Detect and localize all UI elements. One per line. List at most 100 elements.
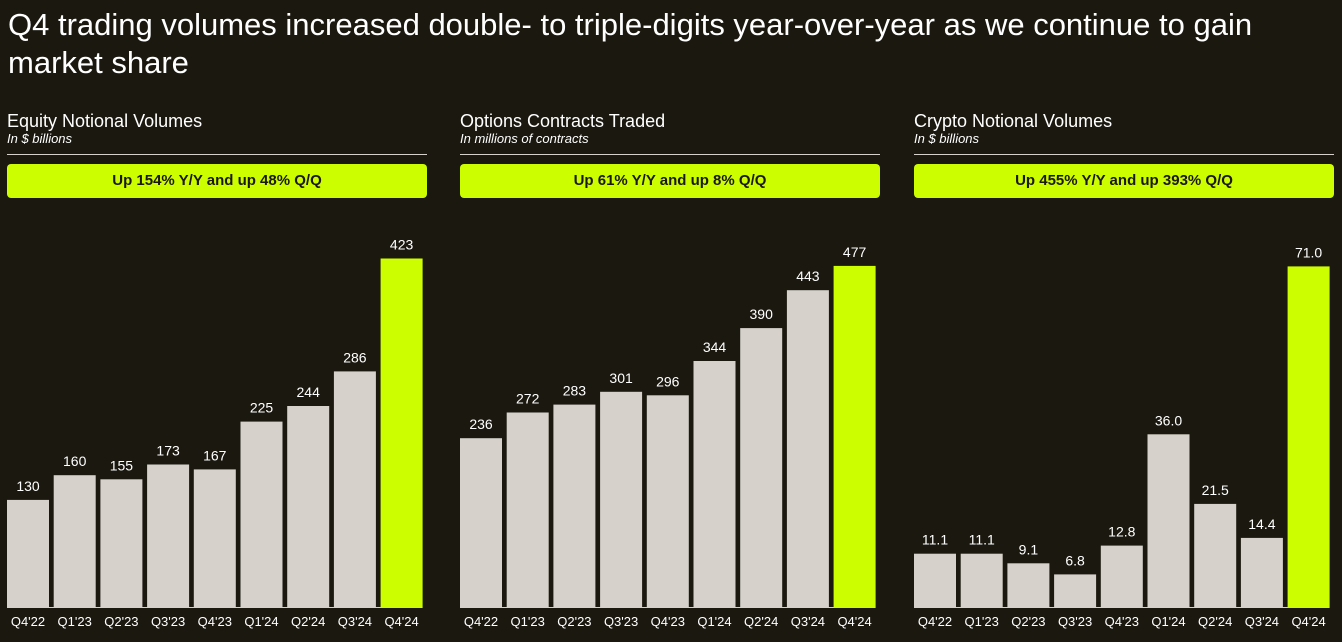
bar-q1-24 [240,421,283,607]
bar-q3-24 [1240,537,1283,607]
bar-q4-24 [1287,266,1330,607]
chart-subtitle: In $ billions [7,131,73,146]
equity-volumes-panel: Equity Notional Volumes In $ billions Up… [7,110,427,642]
crypto-bar-chart: 11.1 Q4'22 11.1 Q1'23 9.1 Q2'23 6.8 Q3'23 12.8 Q4… [914,244,1330,629]
bar-q3-23 [1054,574,1097,607]
bar-q2-24 [287,406,330,607]
x-tick-label: Q2'23 [104,614,138,629]
bar-q3-24 [333,371,376,607]
data-label: 283 [563,383,587,399]
chart-subtitle: In millions of contracts [460,131,589,146]
growth-badge: Up 455% Y/Y and up 393% Q/Q [914,164,1334,198]
x-tick-label: Q4'23 [1105,614,1139,629]
x-tick-label: Q3'24 [791,614,825,629]
bar-q4-23 [193,469,236,607]
divider [460,154,880,155]
x-tick-label: Q2'23 [1011,614,1045,629]
x-tick-label: Q2'24 [1198,614,1232,629]
bar-q1-24 [693,361,736,607]
x-tick-label: Q1'23 [511,614,545,629]
data-label: 36.0 [1155,412,1182,428]
bar-q4-22 [914,553,956,607]
crypto-volumes-panel: Crypto Notional Volumes In $ billions Up… [914,110,1334,642]
options-contracts-panel: Options Contracts Traded In millions of … [460,110,880,642]
page-title: Q4 trading volumes increased double- to … [8,7,1253,80]
x-tick-label: Q4'24 [837,614,871,629]
data-label: 9.1 [1019,541,1039,557]
data-label: 286 [343,349,367,365]
bar-q2-24 [1194,503,1237,607]
data-label: 443 [796,268,820,284]
data-label: 11.1 [969,532,995,548]
data-label: 225 [250,400,274,416]
x-tick-label: Q4'23 [198,614,232,629]
bar-q1-23 [960,553,1003,607]
data-label: 173 [156,443,180,459]
data-label: 296 [656,373,680,389]
data-label: 390 [750,306,774,322]
bar-q3-24 [786,290,829,607]
data-label: 21.5 [1202,482,1229,498]
data-label: 155 [110,457,134,473]
bar-q4-24 [833,265,876,607]
bar-q2-23 [1007,563,1050,607]
x-tick-label: Q1'24 [1151,614,1185,629]
x-tick-label: Q1'23 [965,614,999,629]
x-tick-label: Q4'22 [11,614,45,629]
x-tick-label: Q4'24 [384,614,418,629]
data-label: 272 [516,391,540,407]
data-label: 167 [203,447,227,463]
x-tick-label: Q4'23 [651,614,685,629]
bar-q4-23 [1100,545,1143,607]
bar-q1-23 [53,475,96,607]
x-tick-label: Q2'24 [291,614,325,629]
equity-bar-chart: 130 Q4'22 160 Q1'23 155 Q2'23 173 Q3'23 167 Q4'23… [7,237,423,629]
data-label: 12.8 [1108,524,1135,540]
chart-title: Equity Notional Volumes [7,111,203,131]
data-label: 344 [703,339,727,355]
data-label: 130 [16,478,40,494]
bar-q4-22 [460,438,502,607]
x-tick-label: Q1'24 [697,614,731,629]
x-tick-label: Q2'23 [557,614,591,629]
x-tick-label: Q1'23 [58,614,92,629]
x-tick-label: Q2'24 [744,614,778,629]
bar-q4-24 [380,258,423,607]
x-tick-label: Q3'23 [604,614,638,629]
bar-q4-22 [7,499,49,607]
divider [914,154,1334,155]
growth-badge: Up 154% Y/Y and up 48% Q/Q [7,164,427,198]
x-tick-label: Q3'24 [1245,614,1279,629]
data-label: 14.4 [1248,516,1275,532]
data-label: 301 [609,370,633,386]
x-tick-label: Q4'22 [464,614,498,629]
data-label: 71.0 [1295,244,1322,260]
bar-q1-24 [1147,434,1190,607]
x-tick-label: Q3'23 [151,614,185,629]
divider [7,154,427,155]
x-tick-label: Q3'23 [1058,614,1092,629]
bar-q1-23 [506,412,549,607]
data-label: 236 [469,416,493,432]
data-label: 11.1 [922,532,948,548]
bar-q3-23 [147,464,190,607]
x-tick-label: Q1'24 [244,614,278,629]
bar-q3-23 [600,391,643,607]
x-tick-label: Q3'24 [338,614,372,629]
chart-subtitle: In $ billions [914,131,980,146]
data-label: 244 [297,384,321,400]
options-bar-chart: 236 Q4'22 272 Q1'23 283 Q2'23 301 Q3'23 296 Q4'23… [460,244,876,629]
bar-q2-23 [100,479,143,607]
data-label: 477 [843,244,867,260]
x-tick-label: Q4'22 [918,614,952,629]
chart-title: Crypto Notional Volumes [914,111,1113,131]
data-label: 423 [390,237,414,253]
bar-q2-23 [553,404,596,607]
bar-q2-24 [740,328,783,607]
growth-badge: Up 61% Y/Y and up 8% Q/Q [460,164,880,198]
data-label: 160 [63,453,87,469]
chart-title: Options Contracts Traded [460,111,666,131]
x-tick-label: Q4'24 [1291,614,1325,629]
bar-q4-23 [646,395,689,607]
data-label: 6.8 [1065,552,1085,568]
